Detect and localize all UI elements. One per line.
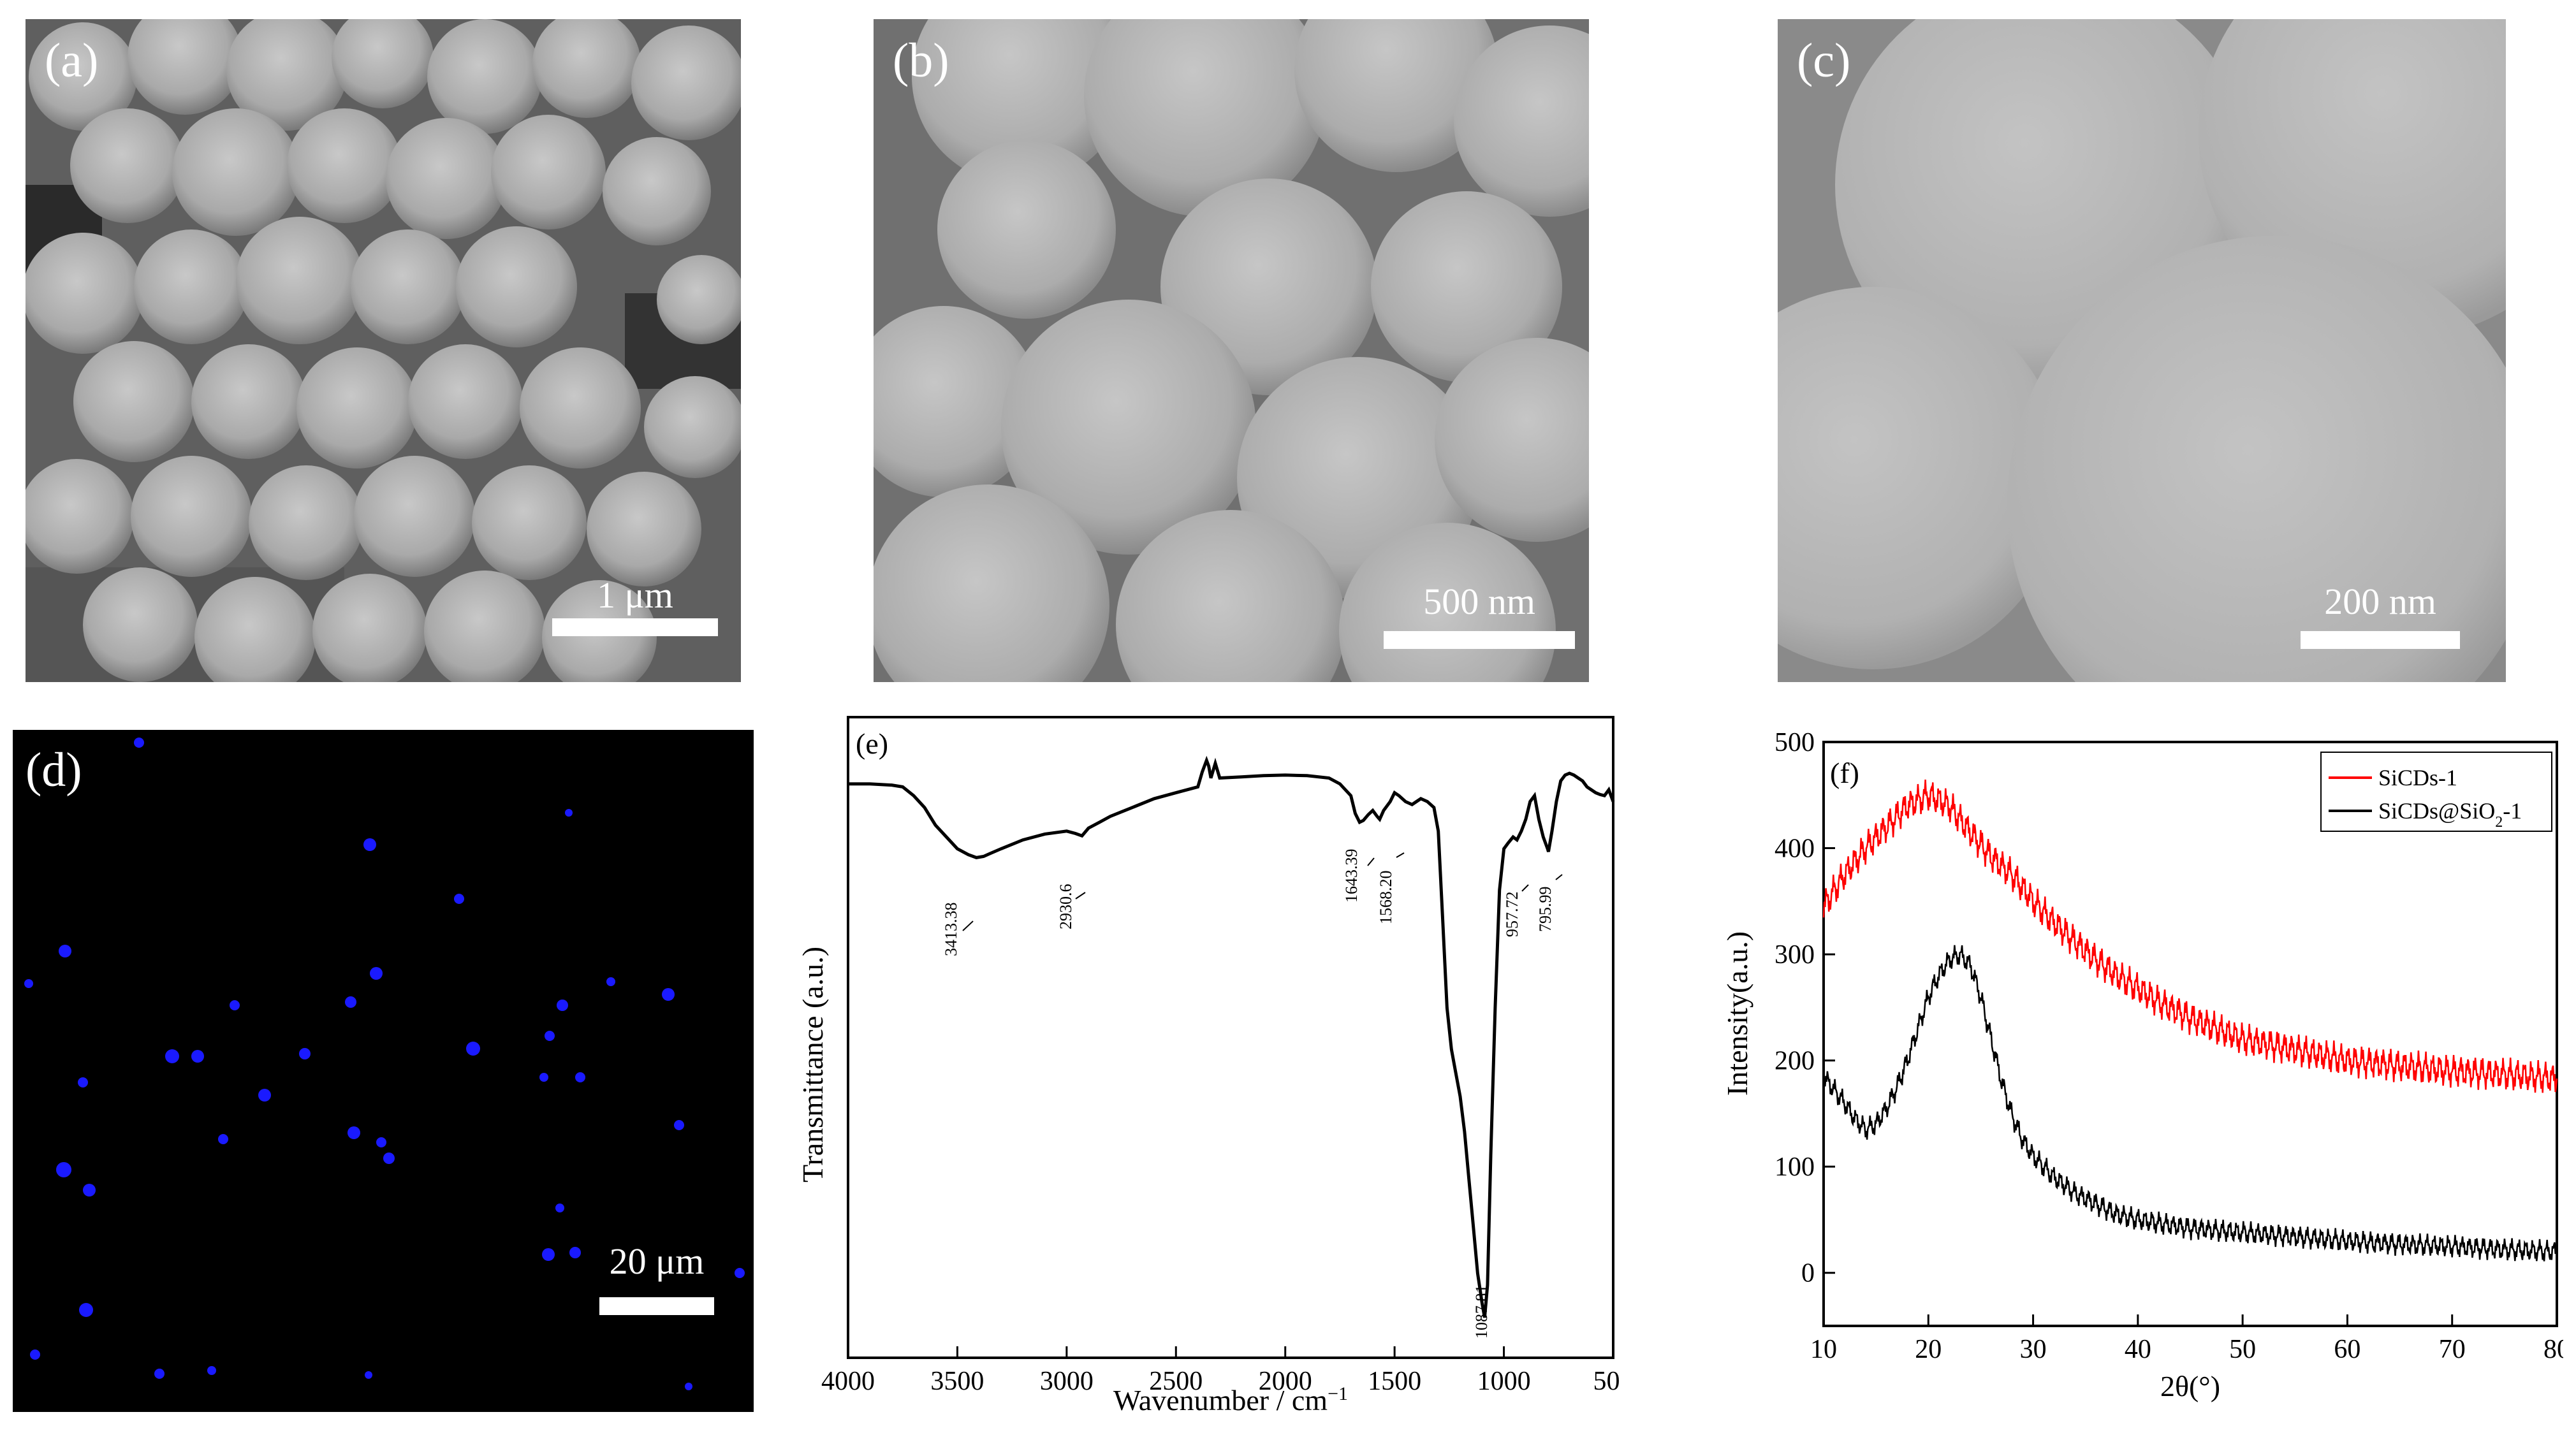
scale-bar-label-b: 500 nm (1423, 581, 1535, 622)
ftir-x-tick-label-1500: 1500 (1368, 1367, 1421, 1396)
ftir-x-tick-label-500: 500 (1593, 1367, 1620, 1396)
xrd-x-tick-label-50: 50 (2229, 1335, 2256, 1364)
xrd-series-line-sicds-sio2-1 (1822, 945, 2558, 1262)
scale-bar-b (1384, 631, 1575, 649)
peak-label-2930: 2930.6 (1057, 884, 1075, 930)
legend-label-sicds-sio2-1-a: SiCDs@SiO (2378, 798, 2495, 824)
sem-panel-b: 500 nm (b) (874, 19, 1589, 682)
xrd-y-tick-label-500: 500 (1775, 728, 1815, 757)
fluorescence-image-d (24, 738, 745, 1390)
scale-bar-label-c: 200 nm (2324, 581, 2436, 622)
xrd-x-axis-label: 2θ(°) (2160, 1370, 2220, 1402)
sem-image-a (26, 19, 741, 682)
sem-image-c (1778, 19, 2506, 682)
ftir-x-axis-label: Wavenumber / cm−1 (1113, 1383, 1348, 1417)
ftir-x-axis-label-superscript: −1 (1328, 1383, 1348, 1404)
xrd-x-tick-label-30: 30 (2020, 1335, 2047, 1364)
panel-label-a: (a) (45, 34, 99, 87)
scale-bar-c (2301, 631, 2460, 649)
ftir-x-axis-label-text: Wavenumber / cm (1113, 1384, 1328, 1416)
xrd-x-tick-label-80: 80 (2543, 1335, 2563, 1364)
xrd-series-line-sicds-1 (1822, 779, 2558, 1093)
ftir-x-tick-label-3000: 3000 (1040, 1367, 1094, 1396)
xrd-series-lines (1822, 779, 2558, 1262)
peak-label-1568: 1568.20 (1377, 871, 1395, 925)
xrd-y-tick-label-100: 100 (1775, 1153, 1815, 1182)
ftir-annotation-leaders (962, 852, 1563, 931)
xrd-x-tick-label-10: 10 (1810, 1335, 1837, 1364)
legend-label-sicds-sio2-1-sub: 2 (2495, 814, 2503, 831)
xrd-legend-box (2320, 752, 2552, 832)
peak-label-795: 795.99 (1536, 887, 1555, 933)
xrd-y-tick-label-0: 0 (1801, 1259, 1815, 1288)
ftir-x-tick-label-2500: 2500 (1149, 1367, 1203, 1396)
ftir-y-axis-label: Transmittance (a.u.) (796, 947, 829, 1182)
sem-panel-a: (a) 1 μm (26, 19, 741, 682)
sem-panel-c: 200 nm (c) (1778, 19, 2506, 682)
xrd-x-tick-label-60: 60 (2334, 1335, 2360, 1364)
xrd-legend: SiCDs-1 SiCDs@SiO2-1 (2320, 752, 2552, 832)
xrd-x-tick-label-70: 70 (2439, 1335, 2466, 1364)
ftir-plot-frame (847, 716, 1614, 1359)
peak-label-957: 957.72 (1503, 892, 1521, 938)
ftir-chart: Transmittance (a.u.) (e) 4000 3500 3000 250… (796, 716, 1620, 1417)
peak-label-3413: 3413.38 (942, 903, 960, 957)
panel-label-b: (b) (893, 34, 949, 87)
xrd-y-axis-label: Intensity(a.u.) (1721, 931, 1753, 1096)
ftir-x-tick-label-4000: 4000 (821, 1367, 875, 1396)
ftir-x-ticks: 4000 3500 3000 2500 2000 1500 1000 500 (821, 1346, 1620, 1396)
peak-label-1643: 1643.39 (1342, 849, 1361, 903)
fluorescence-panel-d: (d) 20 μm (13, 730, 754, 1412)
legend-label-sicds-sio2-1-b: -1 (2503, 798, 2522, 824)
xrd-chart: Intensity(a.u.) 10 20 30 40 50 60 70 80 0 100 200 3… (1721, 728, 2563, 1402)
legend-label-sicds-sio2-1: SiCDs@SiO2-1 (2378, 798, 2522, 831)
panel-label-c: (c) (1797, 34, 1851, 87)
scale-bar-d (599, 1297, 714, 1315)
scale-bar-a (552, 618, 718, 636)
xrd-y-tick-label-200: 200 (1775, 1047, 1815, 1076)
xrd-x-tick-label-40: 40 (2125, 1335, 2151, 1364)
sem-image-b (874, 19, 1589, 682)
scale-bar-label-a: 1 μm (597, 574, 673, 616)
ftir-x-tick-label-2000: 2000 (1259, 1367, 1312, 1396)
ftir-spectrum-line (848, 755, 1615, 1318)
peak-label-1087: 1087.81 (1472, 1285, 1491, 1339)
xrd-plot-frame (1822, 741, 2558, 1327)
xrd-y-tick-label-400: 400 (1775, 834, 1815, 864)
ftir-x-tick-label-3500: 3500 (930, 1367, 984, 1396)
scale-bar-label-d: 20 μm (609, 1240, 705, 1282)
ftir-panel-label: (e) (856, 727, 888, 760)
xrd-panel-label: (f) (1830, 757, 1859, 789)
xrd-axis-ticks: 10 20 30 40 50 60 70 80 0 100 200 300 400 500 (1775, 728, 2563, 1364)
xrd-y-tick-label-300: 300 (1775, 940, 1815, 970)
panel-label-d: (d) (26, 743, 82, 797)
xrd-x-tick-label-20: 20 (1915, 1335, 1942, 1364)
legend-label-sicds-1: SiCDs-1 (2378, 765, 2457, 790)
ftir-x-tick-label-1000: 1000 (1477, 1367, 1531, 1396)
ftir-peak-annotations: 3413.38 2930.6 1643.39 1568.20 957.72 79… (942, 849, 1555, 1339)
